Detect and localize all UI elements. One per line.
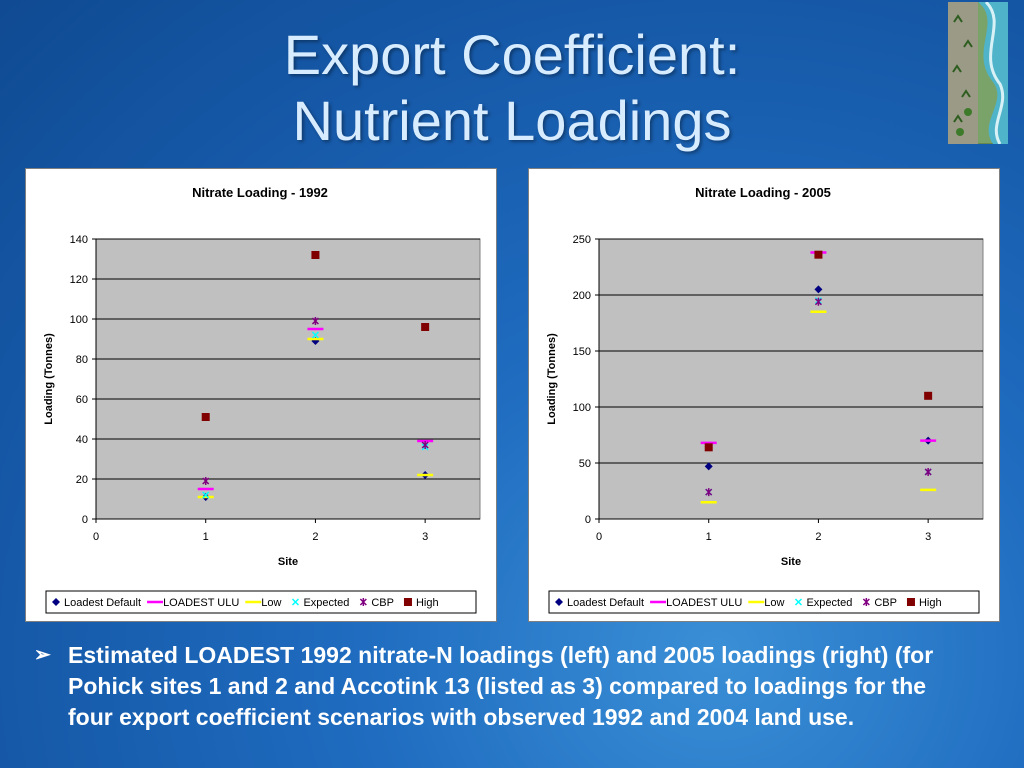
y-tick-label: 150 (573, 346, 591, 358)
y-tick-label: 120 (70, 274, 88, 286)
x-tick-label: 1 (706, 531, 712, 543)
x-axis-label: Site (781, 556, 801, 568)
x-tick-label: 3 (925, 531, 931, 543)
legend-label: High (919, 597, 942, 609)
legend: Loadest Default LOADEST ULU Low Expected CBP… (45, 590, 477, 614)
legend-label: Loadest Default (567, 597, 644, 609)
legend-label: CBP (874, 597, 897, 609)
legend-label: CBP (371, 597, 394, 609)
plot-area (95, 238, 481, 520)
y-tick-label: 40 (76, 434, 88, 446)
data-point (202, 477, 210, 485)
chart-title: Nitrate Loading - 1992 (192, 185, 328, 200)
legend-marker (862, 598, 870, 606)
data-point (705, 488, 713, 497)
y-tick-label: 20 (76, 474, 88, 486)
chart-1992-panel: Nitrate Loading - 1992 0 20 40 60 80 100 120 140… (25, 168, 497, 622)
y-tick-label: 0 (585, 514, 591, 526)
y-tick-label: 50 (579, 458, 591, 470)
legend-marker (403, 598, 412, 606)
data-point (924, 391, 933, 400)
data-point (814, 285, 823, 294)
x-axis-label: Site (278, 556, 298, 568)
data-point (311, 331, 319, 339)
legend-label: Low (764, 597, 784, 609)
chart-2005-panel: Nitrate Loading - 2005 0 50 100 150 200 250 0 1 2… (528, 168, 1000, 622)
y-tick-label: 60 (76, 394, 88, 406)
legend-marker (359, 598, 367, 606)
chart-title: Nitrate Loading - 2005 (695, 185, 831, 200)
plot-area (598, 238, 984, 520)
data-point (924, 467, 932, 476)
y-axis-label: Loading (Tonnes) (43, 333, 55, 425)
legend-label: LOADEST ULU (666, 597, 742, 609)
title-line-2: Nutrient Loadings (292, 89, 732, 152)
x-tick-label: 2 (815, 531, 821, 543)
arrow-bullet-icon: ➢ (34, 644, 51, 666)
data-point (202, 491, 210, 499)
data-point (814, 297, 822, 306)
stream-landscape-logo (948, 2, 1008, 144)
nitrate-2005-chart: Nitrate Loading - 2005 0 50 100 150 200 250 0 1 2… (546, 185, 984, 614)
legend: Loadest Default LOADEST ULU Low Expected CBP… (548, 590, 980, 614)
data-point (704, 462, 713, 471)
x-tick-label: 0 (596, 531, 602, 543)
data-point (814, 250, 823, 259)
legend-label: Low (261, 597, 281, 609)
y-tick-label: 0 (82, 514, 88, 526)
y-tick-label: 200 (573, 290, 591, 302)
data-point (201, 413, 210, 421)
legend-marker (291, 598, 299, 606)
title-line-1: Export Coefficient: (283, 23, 741, 86)
legend-marker (794, 598, 802, 606)
legend-marker (52, 598, 60, 606)
y-tick-label: 250 (573, 234, 591, 246)
y-tick-label: 100 (70, 314, 88, 326)
legend-label: Loadest Default (64, 597, 141, 609)
y-tick-label: 80 (76, 354, 88, 366)
legend-label: LOADEST ULU (163, 597, 239, 609)
y-axis-label: Loading (Tonnes) (546, 333, 558, 425)
data-point (704, 443, 713, 452)
legend-label: High (416, 597, 439, 609)
data-point (421, 441, 429, 449)
x-tick-label: 3 (422, 531, 428, 543)
data-point (311, 251, 320, 259)
data-points (700, 250, 937, 504)
data-point (421, 323, 430, 331)
legend-marker (555, 598, 563, 606)
x-tick-label: 1 (203, 531, 209, 543)
data-points (197, 251, 434, 501)
data-point (311, 317, 319, 325)
legend-marker (906, 598, 915, 606)
x-tick-label: 2 (312, 531, 318, 543)
x-tick-label: 0 (93, 531, 99, 543)
y-tick-label: 140 (70, 234, 88, 246)
slide-title: Export Coefficient: Nutrient Loadings (0, 22, 1024, 154)
y-tick-label: 100 (573, 402, 591, 414)
nitrate-1992-chart: Nitrate Loading - 1992020406080100120140… (43, 185, 481, 614)
bullet-text: Estimated LOADEST 1992 nitrate-N loading… (68, 642, 934, 730)
legend-label: Expected (806, 597, 852, 609)
legend-label: Expected (303, 597, 349, 609)
